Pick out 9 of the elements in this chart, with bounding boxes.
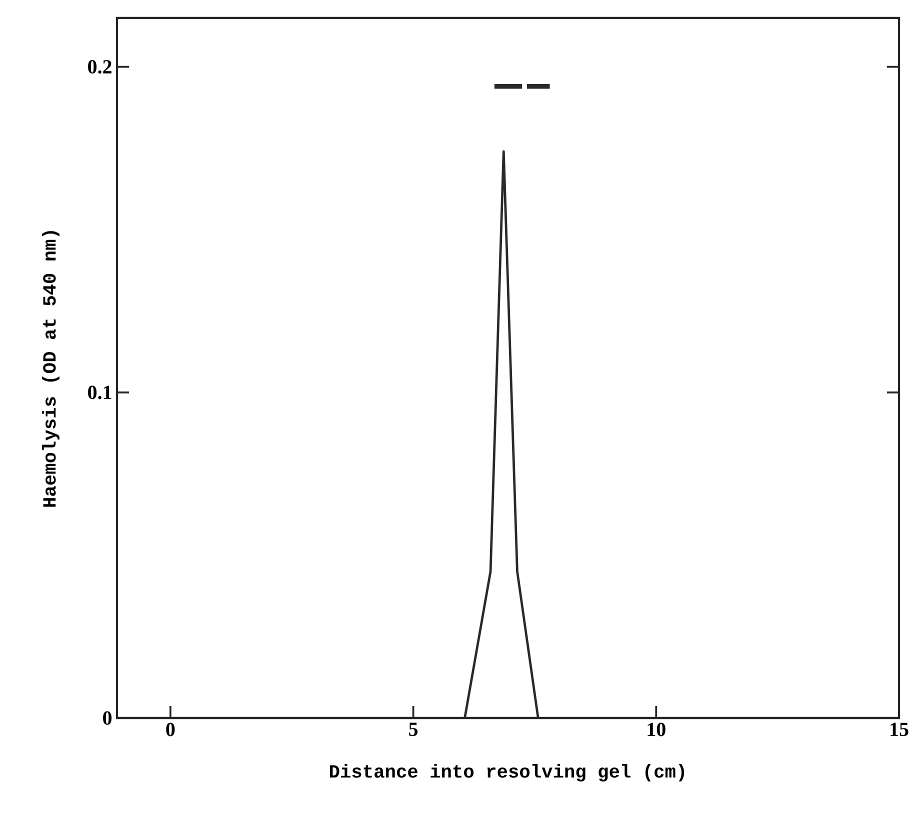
x-tick-label: 5 [409,722,418,736]
y-tick-label: 0.1 [88,386,112,400]
x-tick-label: 0 [166,722,175,736]
y-tick-label: 0.2 [88,60,112,74]
x-tick-label: 15 [890,722,908,736]
x-tick-label: 10 [648,722,666,736]
y-axis-title: Haemolysis (OD at 540 nm) [42,231,60,507]
y-tick-label: 0 [103,711,112,725]
x-axis-title: Distance into resolving gel (cm) [330,764,684,782]
